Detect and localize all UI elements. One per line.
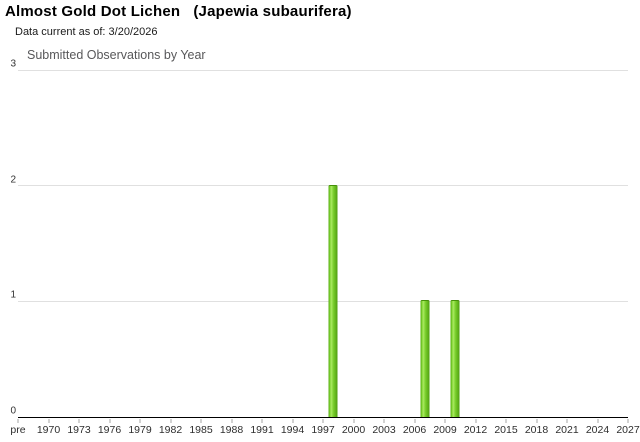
- x-axis-tick-label: 2021: [555, 424, 579, 436]
- x-axis-tick: [109, 418, 110, 423]
- y-axis-tick-label: 0: [10, 405, 16, 417]
- x-axis-tick-label: 2009: [433, 424, 457, 436]
- x-axis-tick-label: 1982: [158, 424, 183, 436]
- x-axis-tick-label: 1997: [311, 424, 335, 436]
- x-axis-tick-label: 1994: [280, 424, 305, 436]
- x-axis-tick-label: 2024: [585, 424, 610, 436]
- x-axis-tick: [292, 418, 293, 423]
- x-axis-tick-label: 2018: [524, 424, 549, 436]
- x-axis-tick: [353, 418, 354, 423]
- x-axis-tick-label: 2006: [402, 424, 427, 436]
- x-axis-tick: [78, 418, 80, 423]
- plot-area: 0 1 2 3 pre 1970 1973 1976 1979 1982 1985 1988 1991 1…: [10, 59, 639, 437]
- x-axis-tick: [231, 418, 232, 423]
- y-gridline: [18, 185, 628, 187]
- x-axis-tick-label: 2027: [616, 424, 640, 436]
- x-axis-tick-label: 1985: [189, 424, 213, 436]
- x-axis-tick: [139, 418, 141, 423]
- y-axis-tick-label: 3: [10, 58, 16, 70]
- x-axis-tick-label: 2000: [341, 424, 366, 436]
- x-axis-tick: [48, 418, 49, 423]
- data-current-note: Data current as of: 3/20/2026: [15, 26, 158, 38]
- x-axis-tick-label: 2012: [463, 424, 488, 436]
- x-axis-tick-label: 2015: [494, 424, 518, 436]
- y-gridline: [18, 69, 628, 71]
- x-axis-tick: [261, 418, 263, 423]
- x-axis-tick: [566, 418, 568, 423]
- y-axis-tick-label: 1: [10, 289, 16, 301]
- x-axis-tick: [170, 418, 171, 423]
- x-axis-tick: [383, 418, 385, 423]
- x-axis-tick: [17, 418, 19, 423]
- x-axis-tick: [627, 418, 629, 423]
- observation-bar-1998: [328, 184, 338, 417]
- x-axis-tick: [597, 418, 598, 423]
- x-axis-tick: [414, 418, 415, 423]
- observation-bar-2007: [420, 300, 430, 417]
- x-axis-tick-label: 1973: [67, 424, 91, 436]
- x-axis-tick: [200, 418, 202, 423]
- x-axis-tick: [475, 418, 476, 423]
- x-axis-tick-label: 1976: [97, 424, 122, 436]
- x-axis-tick: [505, 418, 507, 423]
- x-axis-tick-label: 1988: [219, 424, 244, 436]
- x-axis-tick-label: 1991: [250, 424, 274, 436]
- y-axis-tick-label: 2: [10, 174, 16, 186]
- x-axis-tick-label: pre: [10, 424, 26, 436]
- x-axis-tick: [322, 418, 324, 423]
- y-gridline: [18, 300, 628, 302]
- observation-bar-2010: [450, 300, 460, 417]
- x-axis-tick-label: 1979: [128, 424, 152, 436]
- x-axis-tick-label: 2003: [372, 424, 396, 436]
- x-axis-tick: [536, 418, 537, 423]
- x-axis-tick: [444, 418, 446, 423]
- chart-title: Submitted Observations by Year: [27, 48, 206, 62]
- page-title: Almost Gold Dot Lichen (Japewia subaurif…: [5, 3, 352, 20]
- x-axis-tick-label: 1970: [36, 424, 61, 436]
